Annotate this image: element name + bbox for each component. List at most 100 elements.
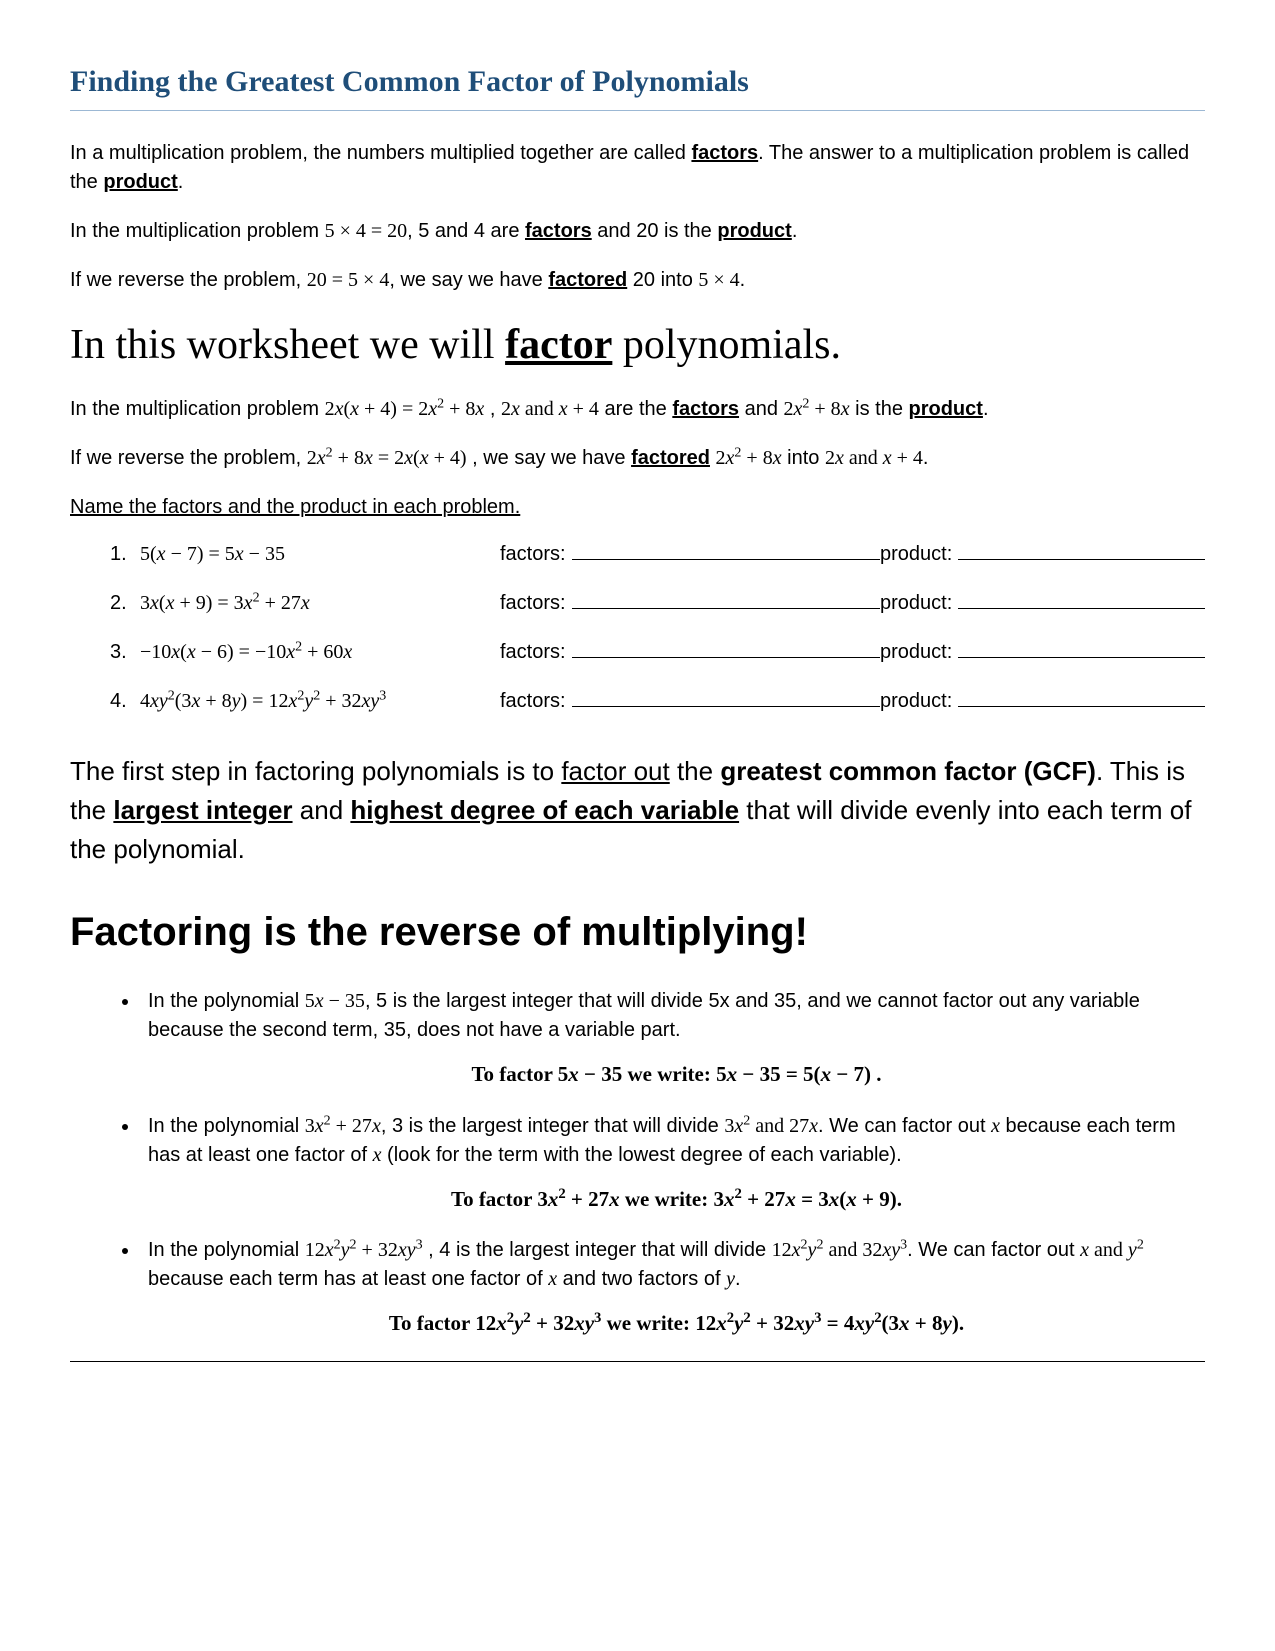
text: If we reverse the problem,	[70, 269, 307, 291]
text: . We can factor out	[818, 1115, 991, 1137]
equation: 2x2 + 8x = 2x(x + 4)	[307, 447, 467, 469]
exercise-heading: Name the factors and the product in each…	[70, 493, 1205, 522]
equation: 3x2 + 27x	[305, 1115, 381, 1137]
exercise-equation: −10x(x − 6) = −10x2 + 60x	[140, 638, 500, 667]
exercise-row: 1. 5(x − 7) = 5x − 35 factors: product:	[110, 538, 1205, 569]
factors-blank[interactable]	[572, 538, 880, 560]
product-blank[interactable]	[958, 587, 1205, 609]
exercise-number: 4.	[110, 687, 140, 716]
product-blank[interactable]	[958, 685, 1205, 707]
text: because each term has at least one facto…	[148, 1268, 548, 1290]
factors-label: factors:	[500, 589, 566, 618]
factors-label: factors:	[500, 638, 566, 667]
factors-blank[interactable]	[572, 636, 880, 658]
text: and	[293, 795, 351, 825]
text: polynomials.	[612, 322, 841, 368]
term-product: product	[103, 171, 177, 193]
exercise-row: 4. 4xy2(3x + 8y) = 12x2y2 + 32xy3 factor…	[110, 685, 1205, 716]
variable: x	[991, 1115, 1000, 1137]
factors-blank[interactable]	[572, 685, 880, 707]
text: and	[739, 398, 783, 420]
text: In the polynomial	[148, 990, 305, 1012]
equation: 5x − 35	[305, 990, 365, 1012]
product-label: product:	[880, 589, 952, 618]
text: In the multiplication problem	[70, 220, 325, 242]
product-blank[interactable]	[958, 636, 1205, 658]
bullet-item: In the polynomial 12x2y2 + 32xy3 , 4 is …	[140, 1236, 1205, 1338]
text: .	[178, 171, 184, 193]
equation: 12x2y2 and 32xy3	[772, 1239, 907, 1261]
text: (look for the term with the lowest degre…	[381, 1144, 901, 1166]
tofactor-line: To factor 3x2 + 27x we write: 3x2 + 27x …	[148, 1184, 1205, 1214]
equation: 12x2y2 + 32xy3	[305, 1239, 423, 1261]
equation: 3x2 and 27x	[724, 1115, 818, 1137]
text: 20 into	[627, 269, 698, 291]
text: The first step in factoring polynomials …	[70, 756, 561, 786]
term-gcf: greatest common factor (GCF)	[720, 756, 1096, 786]
equation: 2x and x + 4	[501, 398, 599, 420]
text: , we say we have	[467, 447, 632, 469]
term-factored: factored	[631, 447, 710, 469]
bottom-rule	[70, 1361, 1205, 1362]
text: To factor	[389, 1311, 475, 1335]
page-title: Finding the Greatest Common Factor of Po…	[70, 60, 1205, 111]
variable: y	[726, 1268, 735, 1290]
text: .	[871, 1062, 882, 1086]
intro-paragraph-1: In a multiplication problem, the numbers…	[70, 139, 1205, 197]
gcf-paragraph: The first step in factoring polynomials …	[70, 752, 1205, 869]
text: In a multiplication problem, the numbers…	[70, 142, 691, 164]
equation: 5 × 4	[698, 269, 739, 291]
term-factors: factors	[672, 398, 739, 420]
text: .	[983, 398, 989, 420]
text: we write:	[620, 1187, 714, 1211]
reverse-heading: Factoring is the reverse of multiplying!	[70, 903, 1205, 961]
phrase-highest-degree: highest degree of each variable	[350, 795, 739, 825]
term-product: product	[717, 220, 791, 242]
equation: x and y2	[1080, 1239, 1144, 1261]
text: . We can factor out	[907, 1239, 1080, 1261]
product-blank[interactable]	[958, 538, 1205, 560]
word-factor: factor	[505, 322, 612, 368]
text: If we reverse the problem,	[70, 447, 307, 469]
equation: 2x(x + 4) = 2x2 + 8x	[325, 398, 485, 420]
text: In the polynomial	[148, 1239, 305, 1261]
exercise-equation: 5(x − 7) = 5x − 35	[140, 540, 500, 569]
text: , we say we have	[389, 269, 548, 291]
factors-blank[interactable]	[572, 587, 880, 609]
bullet-item: In the polynomial 5x − 35, 5 is the larg…	[140, 987, 1205, 1089]
text: , 3 is the largest integer that will div…	[381, 1115, 725, 1137]
product-label: product:	[880, 540, 952, 569]
text: To factor	[471, 1062, 557, 1086]
text: into	[782, 447, 825, 469]
text: and two factors of	[557, 1268, 726, 1290]
text: .	[959, 1311, 964, 1335]
text: In this worksheet we will	[70, 322, 505, 368]
text: , 4 is the largest integer that will div…	[423, 1239, 772, 1261]
factors-label: factors:	[500, 687, 566, 716]
worksheet-heading: In this worksheet we will factor polynom…	[70, 315, 1205, 376]
intro-paragraph-2: In the multiplication problem 5 × 4 = 20…	[70, 217, 1205, 246]
text: In the polynomial	[148, 1115, 305, 1137]
bullet-item: In the polynomial 3x2 + 27x, 3 is the la…	[140, 1112, 1205, 1214]
exercise-number: 3.	[110, 638, 140, 667]
text: .	[735, 1268, 741, 1290]
phrase-factor-out: factor out	[561, 756, 669, 786]
product-label: product:	[880, 638, 952, 667]
tofactor-line: To factor 12x2y2 + 32xy3 we write: 12x2y…	[148, 1308, 1205, 1338]
exercise-row: 3. −10x(x − 6) = −10x2 + 60x factors: pr…	[110, 636, 1205, 667]
poly-intro-2: If we reverse the problem, 2x2 + 8x = 2x…	[70, 444, 1205, 473]
text: To factor	[451, 1187, 537, 1211]
equation: 5 × 4 = 20	[325, 220, 408, 242]
term-factors: factors	[691, 142, 758, 164]
text: , 5 and 4 are	[407, 220, 525, 242]
factors-label: factors:	[500, 540, 566, 569]
equation: 2x2 + 8x	[784, 398, 850, 420]
variable: x	[548, 1268, 557, 1290]
text: In the multiplication problem	[70, 398, 325, 420]
intro-paragraph-3: If we reverse the problem, 20 = 5 × 4, w…	[70, 266, 1205, 295]
text: we write:	[601, 1311, 695, 1335]
text: we write:	[622, 1062, 716, 1086]
exercise-equation: 3x(x + 9) = 3x2 + 27x	[140, 589, 500, 618]
exercise-equation: 4xy2(3x + 8y) = 12x2y2 + 32xy3	[140, 687, 500, 716]
text: and 20 is the	[592, 220, 718, 242]
